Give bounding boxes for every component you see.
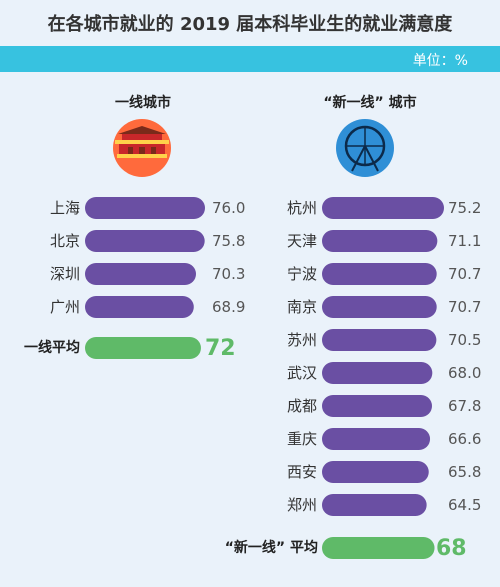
value-label: 71.1 — [448, 232, 481, 250]
category-label: 郑州 — [287, 496, 317, 514]
value-label: 70.3 — [212, 265, 245, 283]
bar — [322, 230, 438, 252]
value-label: 64.5 — [448, 496, 481, 514]
value-label: 70.5 — [448, 331, 481, 349]
bar — [322, 428, 431, 450]
bar — [322, 395, 432, 417]
value-label: 76.0 — [212, 199, 245, 217]
unit-label: 单位：% — [412, 53, 468, 69]
bar — [322, 362, 433, 384]
bar — [322, 494, 427, 516]
bar — [85, 296, 194, 318]
average-bar — [322, 537, 435, 559]
category-label: 西安 — [287, 463, 317, 481]
value-label: 67.8 — [448, 397, 481, 415]
category-label: 广州 — [50, 298, 80, 316]
value-label: 70.7 — [448, 298, 481, 316]
tiananmen-icon — [113, 119, 171, 177]
category-label: 北京 — [50, 232, 80, 250]
category-label: 宁波 — [287, 265, 317, 283]
left-column-title: 一线城市 — [115, 94, 171, 111]
bar — [85, 197, 205, 219]
value-label: 68.0 — [448, 364, 481, 382]
value-label: 68.9 — [212, 298, 245, 316]
right-column-title: “新一线” 城市 — [323, 94, 416, 111]
category-label: 南京 — [287, 298, 317, 316]
value-label: 75.2 — [448, 199, 481, 217]
category-label: 重庆 — [287, 430, 317, 448]
value-label: 65.8 — [448, 463, 481, 481]
bar — [322, 263, 437, 285]
category-label: 上海 — [50, 199, 80, 217]
chart-title: 在各城市就业的 2019 届本科毕业生的就业满意度 — [47, 14, 453, 35]
bar — [85, 230, 205, 252]
category-label: 杭州 — [287, 199, 317, 217]
bar — [322, 461, 429, 483]
value-label: 75.8 — [212, 232, 245, 250]
category-label: 武汉 — [287, 364, 317, 382]
value-label: 66.6 — [448, 430, 481, 448]
value-label: 70.7 — [448, 265, 481, 283]
category-label: 成都 — [287, 397, 317, 415]
category-label: 天津 — [287, 232, 317, 250]
unit-banner: 单位：% — [0, 46, 500, 72]
category-label: 深圳 — [50, 265, 80, 283]
average-value: 72 — [205, 336, 236, 361]
bar — [322, 296, 437, 318]
bar — [322, 329, 437, 351]
average-value: 68 — [436, 536, 467, 561]
category-label: 苏州 — [287, 331, 317, 349]
ferris-wheel-icon — [336, 119, 394, 177]
average-bar — [85, 337, 201, 359]
bar — [85, 263, 196, 285]
bar — [322, 197, 444, 219]
average-label: “新一线” 平均 — [225, 539, 318, 556]
average-label: 一线平均 — [24, 339, 80, 356]
